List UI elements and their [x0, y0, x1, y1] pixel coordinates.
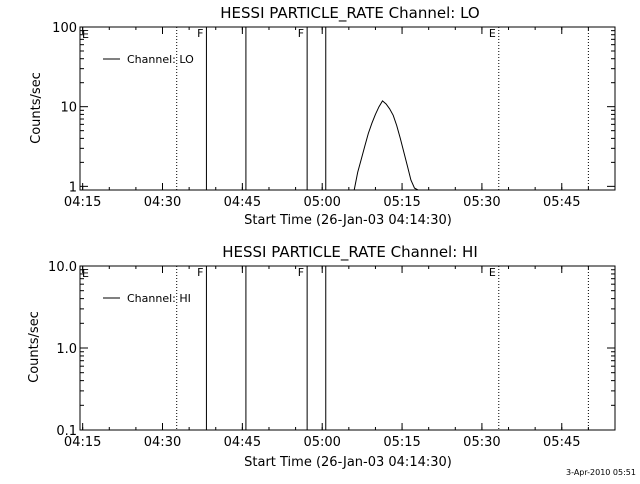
- y-tick-label: 1.0: [56, 342, 77, 357]
- event-line-label: F: [197, 266, 203, 279]
- x-tick-label: 05:00: [303, 435, 340, 450]
- chart-title-hi: HESSI PARTICLE_RATE Channel: HI: [222, 243, 478, 262]
- panel-hi: HESSI PARTICLE_RATE Channel: HI 0.1 1.0 10…: [27, 243, 616, 470]
- panel-lo: HESSI PARTICLE_RATE Channel: LO 1 10 100 0…: [29, 4, 616, 228]
- x-ticks-lo: 04:15 04:30 04:45 05:00 05:15 05:30 05:45: [64, 27, 616, 210]
- series-line: [353, 100, 419, 191]
- left-marker-hi: E: [82, 267, 89, 280]
- y-tick-label: 0.1: [56, 424, 77, 439]
- x-tick-label: 05:45: [543, 435, 580, 450]
- y-ticks-lo: 1 10 100: [52, 21, 615, 195]
- x-tick-label: 04:15: [64, 195, 101, 210]
- x-ticks-hi: 04:15 04:30 04:45 05:00 05:15 05:30 05:45: [64, 266, 616, 450]
- x-tick-label: 05:45: [543, 195, 580, 210]
- y-ticks-hi: 0.1 1.0 10.0: [48, 260, 615, 439]
- event-line-label: F: [197, 27, 203, 40]
- x-axis-label-lo: Start Time (26-Jan-03 04:14:30): [244, 213, 452, 228]
- y-tick-label: 1: [69, 180, 77, 195]
- x-tick-label: 04:45: [224, 435, 261, 450]
- series-lo: [353, 100, 419, 191]
- plot-timestamp: 3-Apr-2010 05:51: [566, 468, 636, 477]
- x-tick-label: 04:30: [144, 195, 181, 210]
- plot-frame-hi: [79, 265, 616, 431]
- event-line-label: F: [298, 266, 304, 279]
- y-tick-label: 10.0: [48, 260, 77, 275]
- x-tick-label: 05:15: [383, 195, 420, 210]
- chart-title-lo: HESSI PARTICLE_RATE Channel: LO: [220, 4, 479, 23]
- x-axis-label-hi: Start Time (26-Jan-03 04:14:30): [244, 455, 452, 470]
- legend-label-lo: Channel: LO: [127, 53, 194, 66]
- left-marker-lo: E: [82, 28, 89, 41]
- event-line-label: F: [298, 27, 304, 40]
- y-tick-label: 10: [60, 101, 77, 116]
- x-tick-label: 04:45: [224, 195, 261, 210]
- event-line-label: E: [489, 266, 496, 279]
- x-tick-label: 05:30: [463, 195, 500, 210]
- x-tick-label: 04:30: [144, 435, 181, 450]
- y-tick-label: 100: [52, 21, 77, 36]
- x-tick-label: 04:15: [64, 435, 101, 450]
- x-tick-label: 05:15: [383, 435, 420, 450]
- x-tick-label: 05:30: [463, 435, 500, 450]
- plot-frame-lo: [79, 26, 616, 191]
- event-line-label: E: [489, 27, 496, 40]
- y-axis-label-lo: Counts/sec: [29, 72, 44, 144]
- x-tick-label: 05:00: [303, 195, 340, 210]
- legend-label-hi: Channel: HI: [127, 292, 191, 305]
- y-axis-label-hi: Counts/sec: [27, 311, 42, 383]
